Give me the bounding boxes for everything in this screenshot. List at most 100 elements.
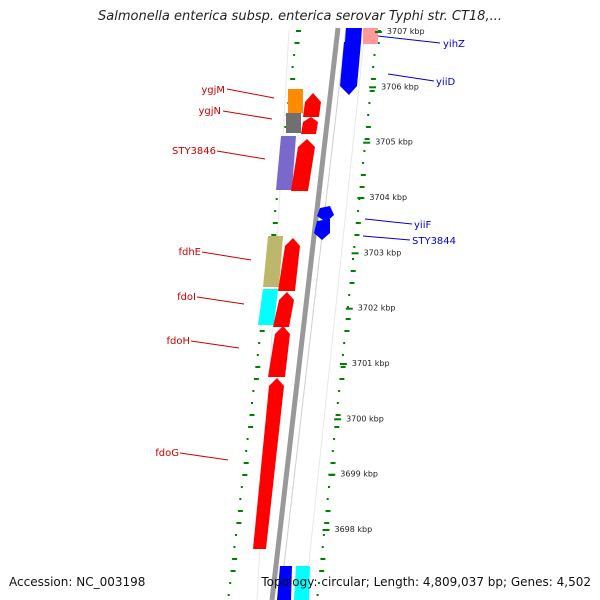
ruler-tick-label: 3706 kbp [381,82,419,91]
gene-arrow-ygjM[interactable] [303,93,321,117]
gene-label-ygjM[interactable]: ygjM [201,85,225,96]
cog-box-bottom-cyan [294,566,310,600]
right-lane-dot [355,222,361,224]
left-lane-dot [232,558,238,560]
ruler-tick-label: 3705 kbp [375,138,413,147]
right-lane-dot [343,342,346,344]
gene-arrow-yiiF-1[interactable] [317,206,334,222]
left-lane-dot [239,498,242,500]
left-lane-dot [294,42,300,44]
right-lane-dot [334,426,340,428]
cog-box-STY3846 [276,136,296,190]
genome-backbone [269,27,341,600]
right-lane-dot [373,54,376,56]
left-lane-dot [258,342,261,344]
left-lane-dot [272,222,278,224]
right-lane-dot [363,150,366,152]
gene-arrow-fdoG[interactable] [253,378,284,549]
gene-label-yihZ[interactable]: yihZ [443,39,465,50]
right-lane-dot [317,582,320,584]
ruler-tick [339,363,347,365]
left-lane-dot [233,546,236,548]
right-lane-dot [348,294,351,296]
right-lane-dot [336,402,339,404]
gene-arrow-yiiD[interactable] [340,42,361,95]
right-lane-dot [319,570,325,572]
ruler-tick-label: 3699 kbp [340,470,378,479]
right-lane-dot [372,66,375,68]
gene-labels-forward: yihZ yiiD yiiF STY3844 [362,35,465,247]
right-lane-dot [359,186,365,188]
gene-arrow-fdoI[interactable] [273,292,294,327]
ruler-tick-label: 3698 kbp [335,525,373,534]
right-lane-dot [352,258,354,260]
left-lane-dot [235,534,237,536]
accession-label: Accession: NC_003198 [9,575,146,589]
right-lane-dot [335,414,341,416]
right-lane-dot [325,510,331,512]
ruler-tick-label: 3707 kbp [387,27,425,36]
cog-box-fdhE [263,236,283,287]
left-lane-dot [243,462,249,464]
gene-arrow-fdoH[interactable] [268,326,290,377]
left-lane-dot [259,330,265,332]
gene-label-fdhE[interactable]: fdhE [178,247,201,258]
cog-box-ygjN [286,113,301,133]
gene-label-yiiD[interactable]: yiiD [436,77,455,88]
gene-arrow-STY3846[interactable] [291,139,315,191]
right-lane-dot [354,234,360,236]
cog-box-yihZ [363,28,378,44]
cog-box-ygjM [288,89,303,113]
gene-arrow-bottom-blue[interactable] [277,566,292,600]
left-lane-dot [230,570,236,572]
left-lane-dot [240,486,243,488]
right-lane-dot [328,486,330,488]
right-lane-dot [370,78,376,80]
left-lane-dot [242,474,248,476]
right-lane-dot [350,270,356,272]
gene-label-fdoG[interactable]: fdoG [155,448,179,459]
ruler-tick-label: 3704 kbp [369,193,407,202]
right-lane-dot [369,90,375,92]
right-lane-dot [326,498,329,500]
left-lane-dot [252,390,255,392]
left-lane-dot [253,378,259,380]
ruler-tick [374,31,382,33]
gene-label-fdoI[interactable]: fdoI [177,292,196,303]
right-lane-dot [331,450,334,452]
right-lane-dot [316,594,319,596]
ruler: 3707 kbp 3706 kbp 3705 kbp 3704 kbp 3703 kbp… [322,27,425,534]
gene-label-fdoH[interactable]: fdoH [166,336,190,347]
gene-label-STY3846[interactable]: STY3846 [172,146,216,157]
right-lane-dot [362,162,365,164]
left-lane-dot [245,450,248,452]
left-lane-dot [237,510,243,512]
ruler-tick-label: 3700 kbp [346,414,384,423]
ruler-tick [369,86,377,89]
left-lane-dot [291,66,294,68]
genome-summary: Topology: circular; Length: 4,809,037 bp… [261,575,591,589]
right-lane-dot [330,462,336,464]
ruler-tick [322,529,330,531]
left-lane-dot [249,414,255,416]
ruler-tick [363,141,371,144]
gene-label-yiiF[interactable]: yiiF [414,220,431,231]
gene-arrow-STY3844[interactable] [314,219,330,240]
ruler-tick [334,418,342,421]
left-lane-dot [255,366,261,368]
right-lane-dot [322,534,325,536]
right-lane-dot [320,558,326,560]
gene-arrow-fdhE[interactable] [278,238,300,291]
gene-label-ygjN[interactable]: ygjN [198,106,221,117]
gene-labels-reverse: ygjM ygjN STY3846 fdhE fdoI fdoH fdoG [155,85,275,461]
right-lane-dot [345,318,351,320]
right-lane-dot [321,546,324,548]
gene-arrow-yihZ[interactable] [345,28,362,42]
gene-arrow-ygjN[interactable] [301,117,318,134]
gene-label-STY3844[interactable]: STY3844 [412,236,456,247]
ruler-tick-label: 3702 kbp [358,304,396,313]
ruler-tick [328,473,336,476]
right-lane-dot [368,102,371,104]
right-lane-dot [367,114,370,116]
